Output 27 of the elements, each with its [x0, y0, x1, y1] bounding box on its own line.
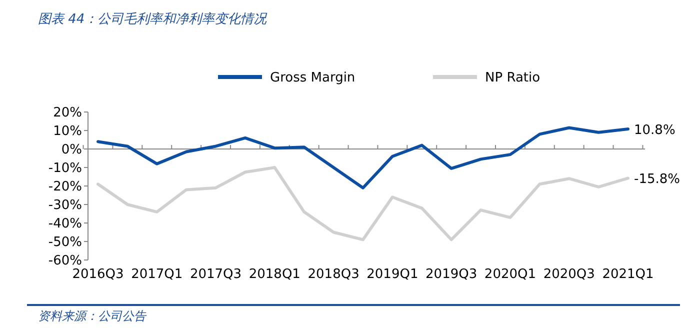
y-tick-label: -60%	[48, 254, 82, 269]
data-label: 10.8%	[634, 123, 676, 138]
y-tick-label: -30%	[48, 198, 82, 214]
x-tick-label: 2017Q3	[190, 267, 242, 282]
y-tick-label: -50%	[48, 235, 82, 250]
y-tick-label: 0%	[61, 142, 82, 158]
x-tick-label: 2021Q1	[602, 267, 654, 282]
data-label: -15.8%	[634, 172, 680, 188]
x-tick-label: 2019Q3	[426, 267, 478, 282]
y-tick-label: -20%	[48, 180, 82, 195]
line-series	[96, 126, 630, 190]
y-tick-label: 20%	[53, 106, 82, 121]
x-tick-label: 2020Q3	[543, 267, 595, 282]
x-tick-label: 2016Q3	[72, 267, 124, 282]
y-tick-label: 10%	[53, 124, 82, 140]
x-tick-label: 2020Q1	[484, 267, 536, 282]
x-tick-label: 2018Q1	[248, 267, 300, 282]
line-series	[96, 166, 630, 242]
chart-title: 图表 44：公司毛利率和净利率变化情况	[38, 11, 268, 27]
legend-label: Gross Margin	[270, 70, 356, 86]
y-tick-label: -40%	[48, 216, 82, 232]
legend-label: NP Ratio	[485, 70, 540, 86]
x-tick-label: 2019Q1	[366, 267, 418, 282]
x-tick-label: 2017Q1	[131, 267, 183, 282]
text: 资料来源：公司公告	[38, 309, 147, 323]
y-tick-label: -10%	[48, 161, 82, 176]
x-tick-label: 2018Q3	[308, 267, 360, 282]
